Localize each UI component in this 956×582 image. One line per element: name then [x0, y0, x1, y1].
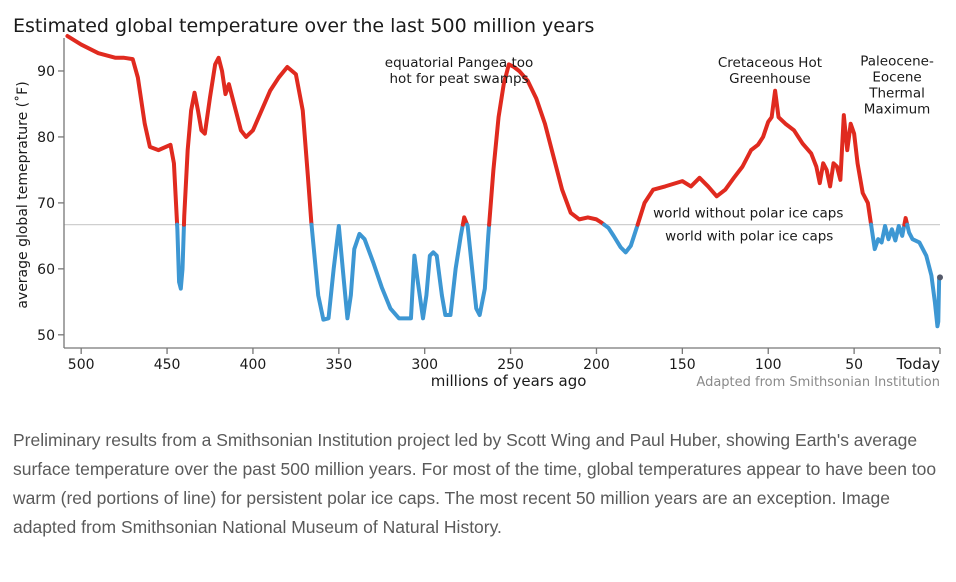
chart-annotation: Paleocene-Eocene Thermal Maximum [860, 54, 934, 118]
x-tick-label: 100 [755, 357, 782, 373]
temperature-series [65, 34, 943, 329]
tick-marks [58, 70, 941, 354]
x-tick-label: 500 [68, 357, 95, 373]
threshold-label-below: world with polar ice caps [665, 229, 833, 245]
source-credit: Adapted from Smithsonian Institution [696, 375, 940, 390]
chart-svg: Estimated global temperature over the la… [13, 15, 943, 390]
chart-annotation: Cretaceous Hot Greenhouse [718, 55, 822, 87]
annotations: equatorial Pangea too hot for peat swamps… [385, 54, 934, 118]
series-segment-below-threshold [465, 222, 492, 318]
chart-annotation: equatorial Pangea too hot for peat swamps [385, 55, 534, 87]
x-tick-label: 450 [154, 357, 181, 373]
series-segment-above-threshold [181, 55, 314, 227]
series-end-marker [937, 274, 943, 281]
x-tick-label: 50 [845, 357, 863, 373]
series-segment-below-threshold [175, 222, 186, 291]
y-tick-label: 70 [37, 196, 55, 212]
series-segment-below-threshold [309, 222, 465, 322]
y-tick-label: 90 [37, 64, 55, 80]
x-tick-label-today: Today [896, 355, 941, 373]
x-tick-label: 300 [411, 357, 438, 373]
y-tick-label: 60 [37, 262, 55, 278]
tick-labels: 50 60 70 80 90 500 450 400 350 300 250 200 150 100 50 T… [37, 64, 940, 373]
x-tick-label: 400 [240, 357, 267, 373]
figure-caption: Preliminary results from a Smithsonian I… [13, 430, 937, 537]
series-segment-above-threshold [460, 215, 470, 227]
series-segment-below-threshold [602, 222, 640, 255]
series-segment-above-threshold [902, 216, 910, 227]
y-tick-label: 50 [37, 328, 55, 344]
series-segment-above-threshold [487, 62, 607, 227]
series-segment-above-threshold [635, 88, 874, 227]
y-axis-label: average global temeprature (˚F) [14, 81, 31, 308]
x-tick-label: 350 [325, 357, 352, 373]
temperature-chart: Estimated global temperature over the la… [13, 15, 943, 390]
chart-axes: 50 60 70 80 90 500 450 400 350 300 250 200 150 100 50 T… [37, 38, 941, 373]
y-tick-label: 80 [37, 130, 55, 146]
chart-title: Estimated global temperature over the la… [13, 15, 594, 37]
series-segment-below-threshold [905, 222, 942, 329]
threshold-label-above: world without polar ice caps [653, 206, 843, 222]
x-tick-label: 150 [669, 357, 696, 373]
series-segment-below-threshold [869, 222, 907, 252]
x-tick-label: 250 [497, 357, 524, 373]
x-axis-label: millions of years ago [431, 372, 587, 390]
series-segment-above-threshold [65, 34, 180, 227]
x-tick-label: 200 [583, 357, 610, 373]
